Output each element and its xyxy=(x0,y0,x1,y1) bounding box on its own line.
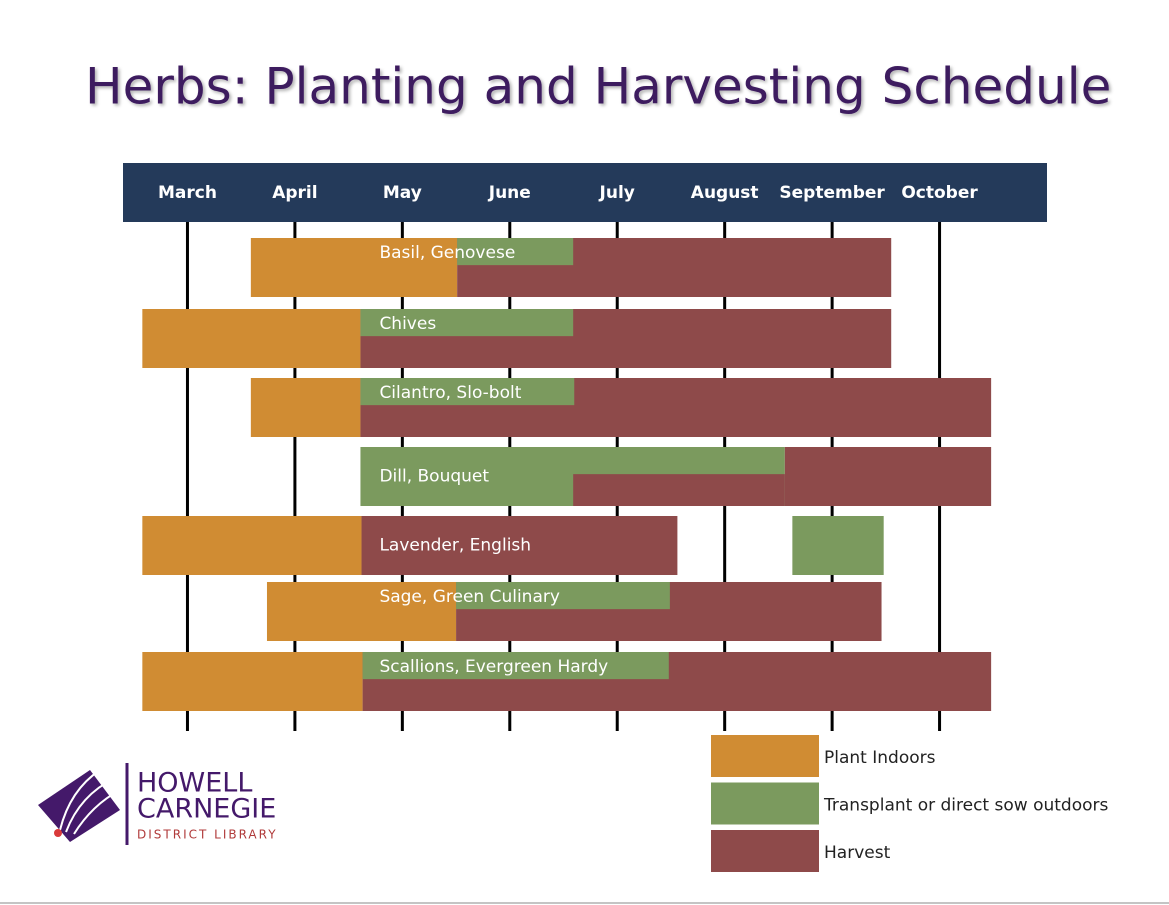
chart-title: Herbs: Planting and Harvesting Schedule xyxy=(85,58,1111,116)
row-label: Dill, Bouquet xyxy=(379,467,489,487)
row-label: Lavender, English xyxy=(379,536,531,556)
schedule-bar xyxy=(456,582,670,610)
schedule-bar xyxy=(573,474,785,506)
logo: HOWELL CARNEGIE DISTRICT LIBRARY xyxy=(38,763,278,845)
legend-swatch xyxy=(711,830,819,872)
legend-label: Transplant or direct sow outdoors xyxy=(823,796,1108,816)
schedule-bar xyxy=(142,309,361,368)
legend-label: Plant Indoors xyxy=(824,748,936,768)
x-tick-label: June xyxy=(488,183,531,203)
schedule-bar xyxy=(266,582,457,641)
x-tick-label: May xyxy=(383,183,422,203)
x-tick-label: March xyxy=(158,183,217,203)
schedule-bar xyxy=(792,516,884,575)
legend-swatch xyxy=(711,782,819,825)
row-label: Cilantro, Slo-bolt xyxy=(379,383,521,403)
logo-lines xyxy=(59,769,121,835)
x-tick-label: April xyxy=(272,183,317,203)
schedule-bar xyxy=(784,447,992,506)
logo-text: CARNEGIE xyxy=(137,794,276,825)
logo-subtext: DISTRICT LIBRARY xyxy=(137,828,278,842)
row-label: Sage, Green Culinary xyxy=(379,587,559,607)
row-label: Basil, Genovese xyxy=(379,243,515,263)
header-band xyxy=(123,163,1047,222)
legend-label: Harvest xyxy=(824,843,891,863)
x-tick-label: July xyxy=(599,183,635,203)
schedule-bar xyxy=(457,238,574,266)
schedule-bar xyxy=(361,516,678,575)
x-tick-label: September xyxy=(779,183,885,203)
legend-swatch xyxy=(711,735,819,777)
x-tick-label: August xyxy=(691,183,759,203)
schedule-bar xyxy=(250,238,458,297)
schedule-bar xyxy=(362,652,669,680)
schedule-bar xyxy=(360,378,575,406)
row-label: Scallions, Evergreen Hardy xyxy=(379,657,608,677)
schedule-bar xyxy=(250,378,361,437)
x-tick-label: October xyxy=(901,183,978,203)
schedule-bar xyxy=(142,652,363,711)
schedule-bar xyxy=(360,309,574,337)
row-label: Chives xyxy=(379,314,436,334)
logo-dot xyxy=(54,829,62,837)
schedule-bar xyxy=(142,516,362,575)
logo-text: HOWELL xyxy=(137,768,252,799)
